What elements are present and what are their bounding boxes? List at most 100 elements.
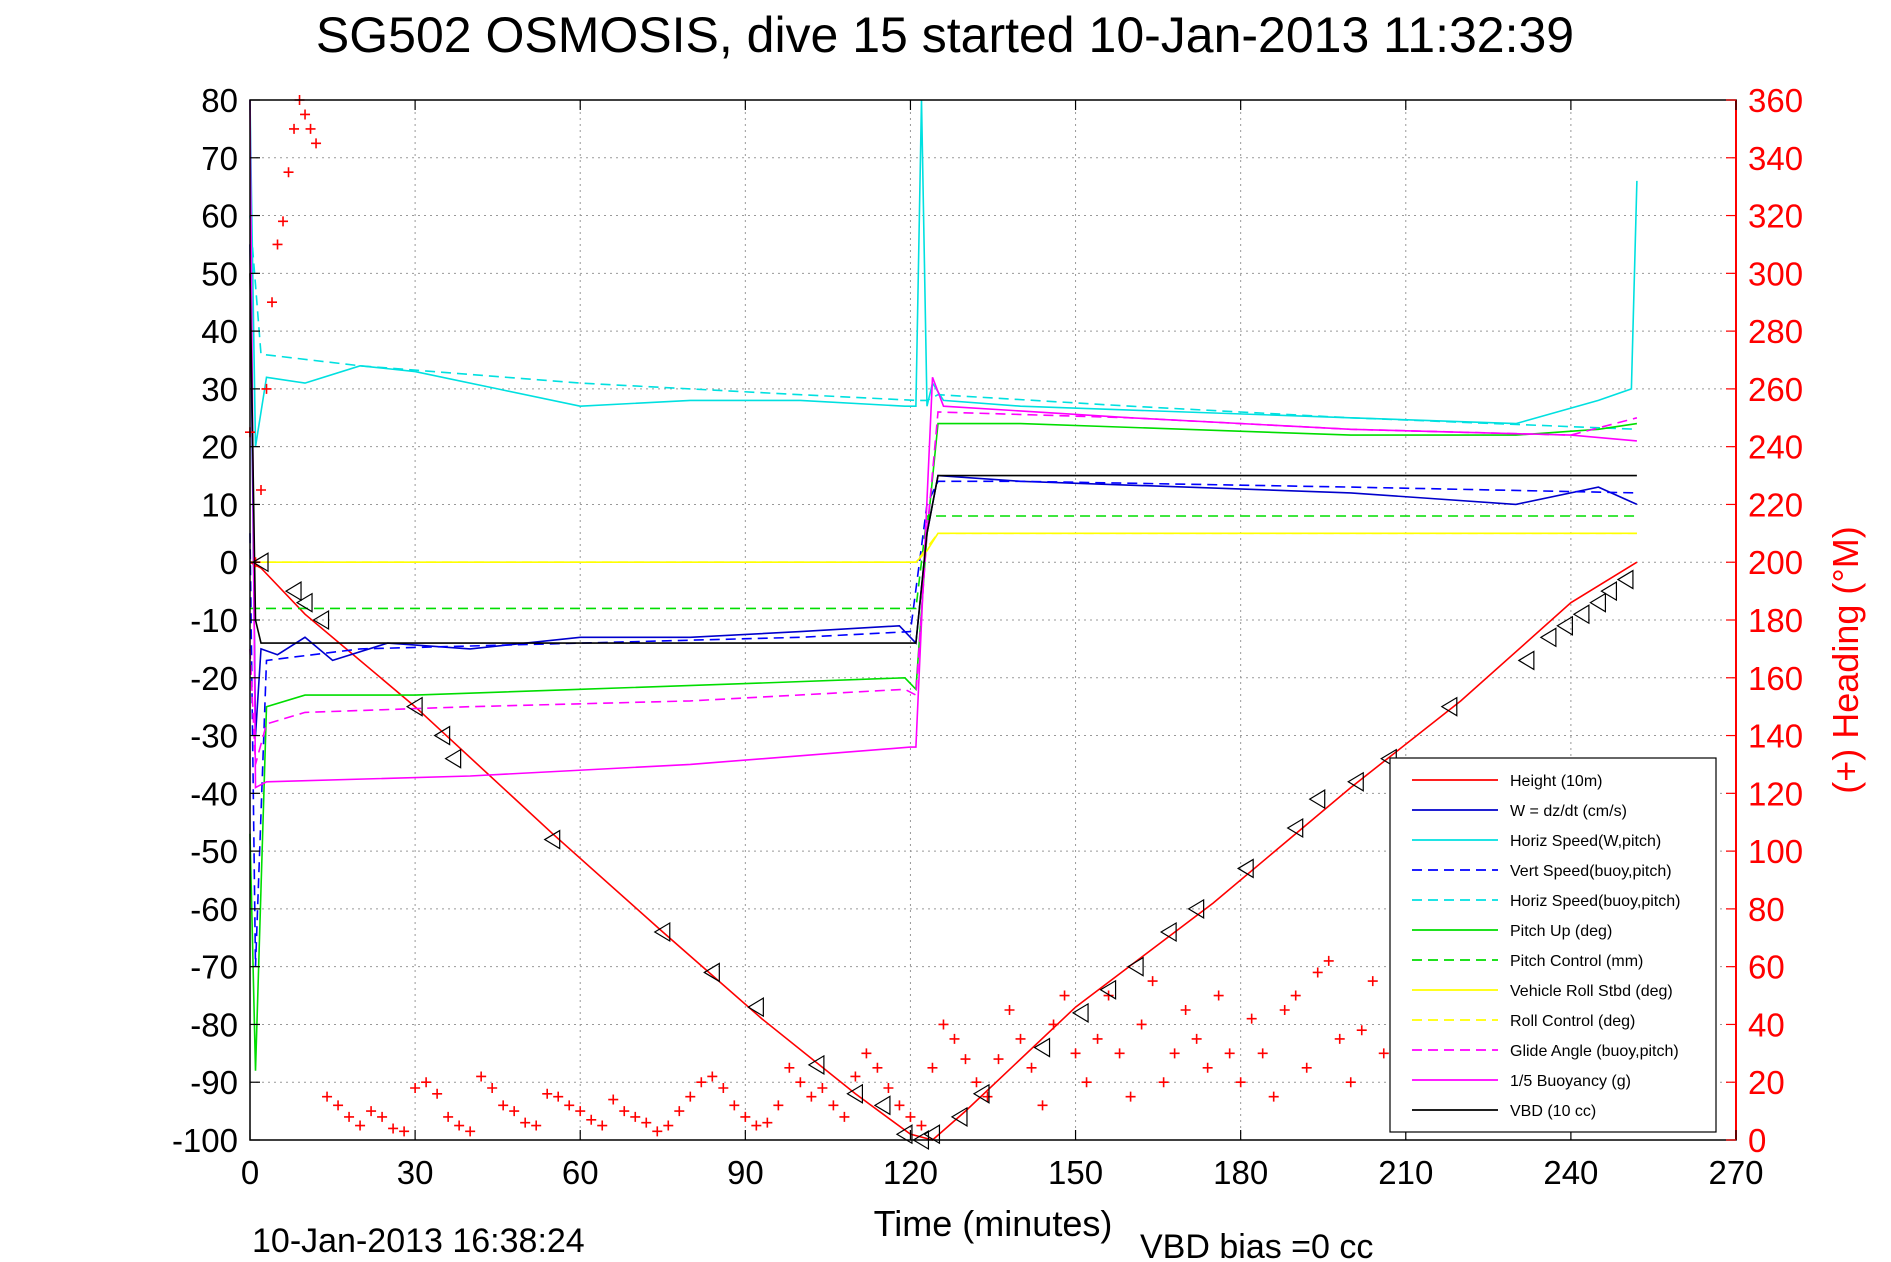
heading-marker (894, 1100, 905, 1111)
chart-title: SG502 OSMOSIS, dive 15 started 10-Jan-20… (316, 7, 1574, 63)
heading-marker (619, 1106, 630, 1117)
heading-marker (1015, 1033, 1026, 1044)
dive-marker (295, 592, 313, 613)
dive-marker (1286, 817, 1304, 839)
dive-marker (1600, 581, 1618, 602)
legend-label: Pitch Control (mm) (1510, 953, 1643, 970)
dive-marker (807, 1054, 825, 1075)
heading-marker (1235, 1077, 1246, 1088)
heading-marker (1125, 1091, 1136, 1102)
heading-marker (1103, 990, 1114, 1001)
heading-marker (1169, 1048, 1180, 1059)
heading-marker (1114, 1048, 1125, 1059)
heading-marker (267, 297, 278, 308)
y-tick-label: -60 (190, 891, 238, 928)
dive-marker (747, 997, 764, 1018)
y-tick-label: 80 (201, 82, 238, 119)
legend-label: Pitch Up (deg) (1510, 923, 1612, 940)
heading-marker (817, 1083, 828, 1093)
heading-marker (1367, 976, 1378, 987)
heading-marker (663, 1120, 674, 1131)
heading-marker (432, 1088, 443, 1099)
vbd-bias-note: VBD bias =0 cc (1140, 1228, 1373, 1262)
x-tick-label: 180 (1213, 1154, 1268, 1191)
series-line (250, 515, 1637, 610)
heading-marker (762, 1117, 773, 1128)
legend-label: Horiz Speed(buoy,pitch) (1510, 893, 1680, 910)
dive-marker (1099, 979, 1117, 1000)
heading-marker (322, 1091, 333, 1102)
right-y-tick-label: 120 (1748, 775, 1803, 812)
heading-marker (740, 1111, 751, 1122)
legend-label: Vehicle Roll Stbd (deg) (1510, 983, 1673, 1000)
heading-marker (1312, 967, 1323, 978)
heading-marker (927, 1062, 938, 1073)
heading-marker (1202, 1062, 1213, 1073)
heading-marker (553, 1091, 564, 1102)
dive-marker (1187, 898, 1205, 919)
series-line (249, 480, 1637, 967)
y-tick-label: -40 (190, 775, 238, 812)
heading-marker (366, 1106, 377, 1117)
heading-marker (597, 1120, 608, 1131)
heading-marker (344, 1111, 355, 1122)
heading-marker (1378, 1048, 1389, 1059)
y-tick-label: 20 (201, 429, 238, 466)
y-tick-label: 40 (201, 313, 238, 350)
heading-marker (905, 1111, 916, 1122)
heading-marker (850, 1071, 861, 1082)
heading-marker (1257, 1048, 1268, 1059)
right-y-tick-label: 20 (1748, 1064, 1785, 1101)
heading-marker (993, 1054, 1004, 1065)
heading-marker (300, 109, 311, 120)
legend-label: Horiz Speed(W,pitch) (1510, 833, 1661, 850)
heading-marker (1180, 1005, 1191, 1015)
right-y-tick-label: 0 (1748, 1122, 1766, 1159)
dive-marker (703, 962, 720, 983)
legend-box (1389, 757, 1717, 1133)
heading-marker (498, 1100, 509, 1111)
heading-marker (1290, 990, 1301, 1001)
heading-marker (707, 1071, 718, 1082)
dive-marker (1616, 569, 1634, 590)
heading-marker (1246, 1013, 1257, 1024)
heading-marker (520, 1117, 531, 1128)
right-y-tick-label: 360 (1748, 82, 1803, 119)
dive-marker (251, 552, 269, 573)
heading-marker (1323, 955, 1334, 966)
x-axis-label: Time (minutes) (874, 1203, 1113, 1244)
dive-marker (653, 921, 671, 943)
x-tick-label: 0 (241, 1154, 259, 1191)
dive-marker (1033, 1037, 1051, 1058)
heading-marker (784, 1062, 795, 1073)
dive-marker (1308, 789, 1326, 810)
x-tick-label: 210 (1378, 1154, 1433, 1191)
dive-marker (543, 829, 561, 850)
right-y-tick-label: 320 (1748, 198, 1803, 235)
heading-marker (454, 1120, 465, 1131)
heading-marker (542, 1088, 553, 1099)
heading-marker (443, 1111, 454, 1122)
dive-marker (312, 609, 330, 631)
x-tick-label: 30 (397, 1154, 434, 1191)
heading-marker (839, 1111, 850, 1122)
y-tick-label: -50 (190, 833, 238, 870)
right-y-tick-label: 340 (1748, 140, 1803, 177)
y-tick-label: 70 (201, 140, 238, 177)
dive-marker (873, 1095, 891, 1116)
heading-marker (487, 1083, 498, 1093)
heading-marker (1301, 1062, 1312, 1073)
heading-marker (355, 1120, 366, 1131)
y-tick-label: 50 (201, 255, 238, 292)
dive-marker (1237, 858, 1254, 879)
right-y-tick-label: 100 (1748, 833, 1803, 870)
heading-marker (289, 123, 300, 134)
dive-marker (444, 748, 462, 769)
dive-marker (1517, 650, 1535, 671)
right-y-tick-label: 40 (1748, 1006, 1785, 1043)
y-tick-label: 0 (220, 544, 238, 581)
x-tick-label: 90 (727, 1154, 764, 1191)
heading-marker (1081, 1077, 1092, 1088)
heading-marker (476, 1071, 487, 1082)
